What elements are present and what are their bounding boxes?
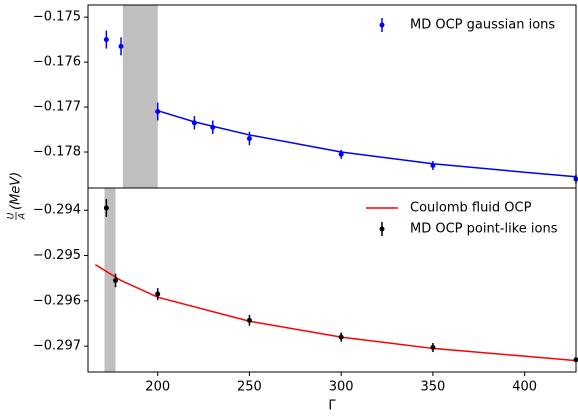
x-tick-label: 250 (237, 380, 262, 395)
data-point (155, 109, 160, 114)
y-tick-label: −0.176 (33, 55, 81, 70)
data-point (339, 335, 344, 340)
data-point (104, 37, 109, 42)
data-point (192, 120, 197, 125)
data-point (430, 163, 435, 168)
y-tick-label: −0.296 (33, 293, 81, 308)
data-point (247, 136, 252, 141)
data-point (155, 292, 160, 297)
legend-label: MD OCP point-like ions (410, 222, 558, 237)
legend-swatch (380, 23, 385, 28)
y-label-numerator: U (7, 212, 17, 219)
line (95, 265, 576, 361)
data-point (430, 345, 435, 350)
data-point (119, 44, 124, 49)
x-tick-label: 350 (420, 380, 445, 395)
x-tick-label: 400 (512, 380, 537, 395)
data-point (104, 205, 109, 210)
line (158, 111, 576, 177)
x-axis-label: Γ (328, 399, 336, 414)
data-point (210, 125, 215, 130)
legend-label: MD OCP gaussian ions (410, 18, 555, 33)
shaded-region (123, 5, 158, 188)
x-tick-label: 300 (329, 380, 354, 395)
x-tick-label: 200 (145, 380, 170, 395)
legend-swatch (380, 227, 385, 232)
y-tick-label: −0.297 (33, 339, 81, 354)
data-point (247, 318, 252, 323)
data-point (113, 278, 118, 283)
y-tick-label: −0.178 (33, 145, 81, 160)
plot-frame (88, 188, 576, 372)
y-label-unit: (MeV) (9, 172, 24, 210)
y-tick-label: −0.294 (33, 203, 81, 218)
y-tick-label: −0.295 (33, 248, 81, 263)
y-tick-label: −0.175 (33, 10, 81, 25)
y-label-denominator: A (18, 213, 28, 220)
data-point (339, 152, 344, 157)
legend-label: Coulomb fluid OCP (410, 201, 532, 216)
y-tick-label: −0.177 (33, 100, 81, 115)
